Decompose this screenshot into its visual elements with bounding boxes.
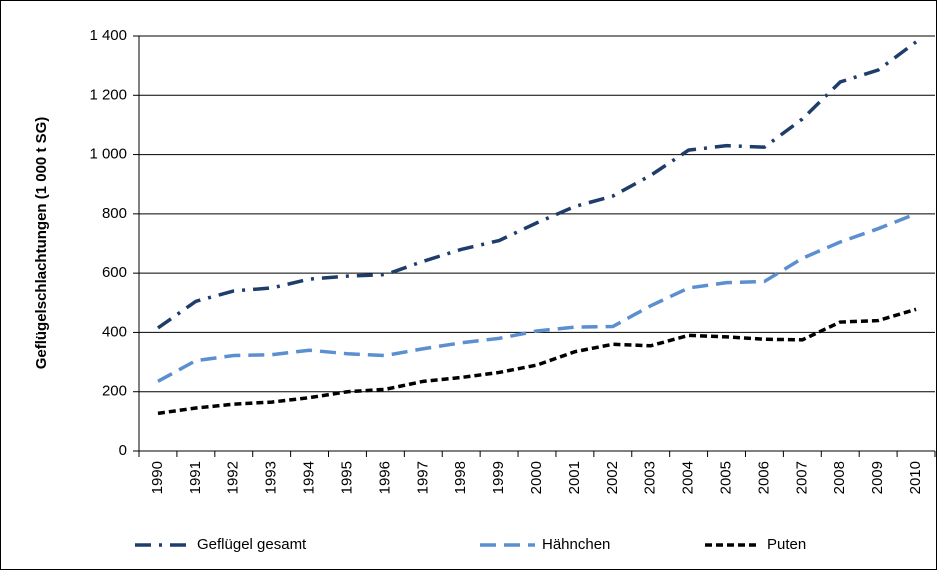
x-tick-label: 1993 <box>263 461 280 494</box>
legend-label: Puten <box>767 536 806 553</box>
y-tick-label: 600 <box>102 264 127 281</box>
x-tick-label: 1992 <box>225 461 242 494</box>
y-tick-label: 200 <box>102 383 127 400</box>
y-tick-label: 0 <box>119 442 127 459</box>
y-axis-label: Geflügelschlachtungen (1 000 t SG) <box>33 117 50 370</box>
legend-label: Geflügel gesamt <box>197 536 307 553</box>
y-tick-label: 1 200 <box>89 86 127 103</box>
x-tick-label: 1997 <box>414 461 431 494</box>
y-tick-label: 400 <box>102 323 127 340</box>
x-tick-label: 1994 <box>301 461 318 494</box>
x-tick-label: 1999 <box>490 461 507 494</box>
x-tick-label: 2003 <box>642 461 659 494</box>
x-tick-label: 2006 <box>755 461 772 494</box>
x-tick-label: 1995 <box>338 461 355 494</box>
x-tick-label: 1991 <box>187 461 204 494</box>
series-line <box>157 212 917 383</box>
x-tick-label: 2008 <box>831 461 848 494</box>
x-tick-label: 1990 <box>149 461 166 494</box>
x-tick-label: 2001 <box>566 461 583 494</box>
x-tick-label: 2000 <box>528 461 545 494</box>
x-tick-label: 2010 <box>907 461 924 494</box>
series-line <box>157 307 917 416</box>
y-tick-label: 800 <box>102 205 127 222</box>
y-tick-label: 1 400 <box>89 27 127 44</box>
y-tick-label: 1 000 <box>89 146 127 163</box>
x-tick-label: 2009 <box>869 461 886 494</box>
series-line <box>156 40 918 330</box>
x-tick-label: 2005 <box>717 461 734 494</box>
legend-label: Hähnchen <box>542 536 610 553</box>
x-tick-label: 2004 <box>680 461 697 494</box>
x-tick-label: 1998 <box>452 461 469 494</box>
x-tick-label: 1996 <box>376 461 393 494</box>
x-tick-label: 2007 <box>793 461 810 494</box>
x-tick-label: 2002 <box>604 461 621 494</box>
